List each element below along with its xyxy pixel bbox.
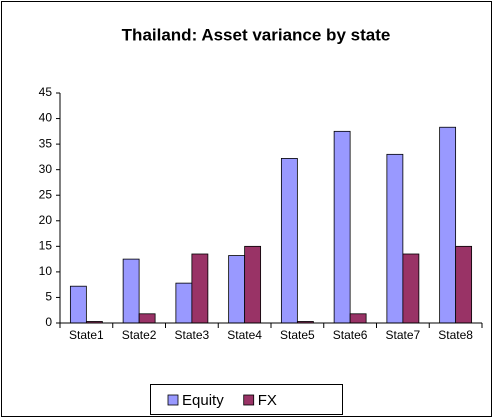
x-tick-label: State2	[122, 328, 157, 342]
x-tick-label: State7	[386, 328, 421, 342]
x-tick-label: State4	[227, 328, 262, 342]
legend-label: Equity	[182, 392, 224, 409]
bar	[455, 245, 473, 324]
chart-title: Thailand: Asset variance by state	[122, 25, 391, 44]
bar	[244, 245, 262, 324]
x-tick-label: State8	[438, 328, 473, 342]
bar	[439, 126, 457, 324]
legend-swatch	[243, 394, 255, 406]
y-tick-label: 40	[39, 111, 53, 125]
y-tick-label: 0	[45, 315, 52, 329]
y-tick-label: 30	[39, 162, 53, 176]
bar	[386, 153, 404, 324]
bar	[138, 313, 156, 324]
bar	[175, 282, 193, 324]
y-tick-label: 25	[39, 187, 53, 201]
bar	[228, 255, 246, 324]
bar	[349, 313, 367, 324]
x-tick-label: State6	[333, 328, 368, 342]
bar	[191, 253, 209, 324]
legend-swatch	[167, 394, 179, 406]
x-tick-label: State5	[280, 328, 315, 342]
bar	[69, 285, 87, 324]
bar	[402, 253, 420, 324]
y-tick-label: 10	[39, 264, 53, 278]
legend-label: FX	[258, 392, 277, 409]
x-tick-label: State1	[69, 328, 104, 342]
y-tick-label: 20	[39, 213, 53, 227]
y-tick-label: 15	[39, 239, 53, 253]
y-tick-label: 35	[39, 136, 53, 150]
x-tick-label: State3	[175, 328, 210, 342]
y-tick-label: 45	[39, 85, 53, 99]
y-tick-label: 5	[45, 290, 52, 304]
bar	[280, 158, 298, 324]
bar	[122, 258, 140, 324]
bar	[333, 130, 351, 324]
